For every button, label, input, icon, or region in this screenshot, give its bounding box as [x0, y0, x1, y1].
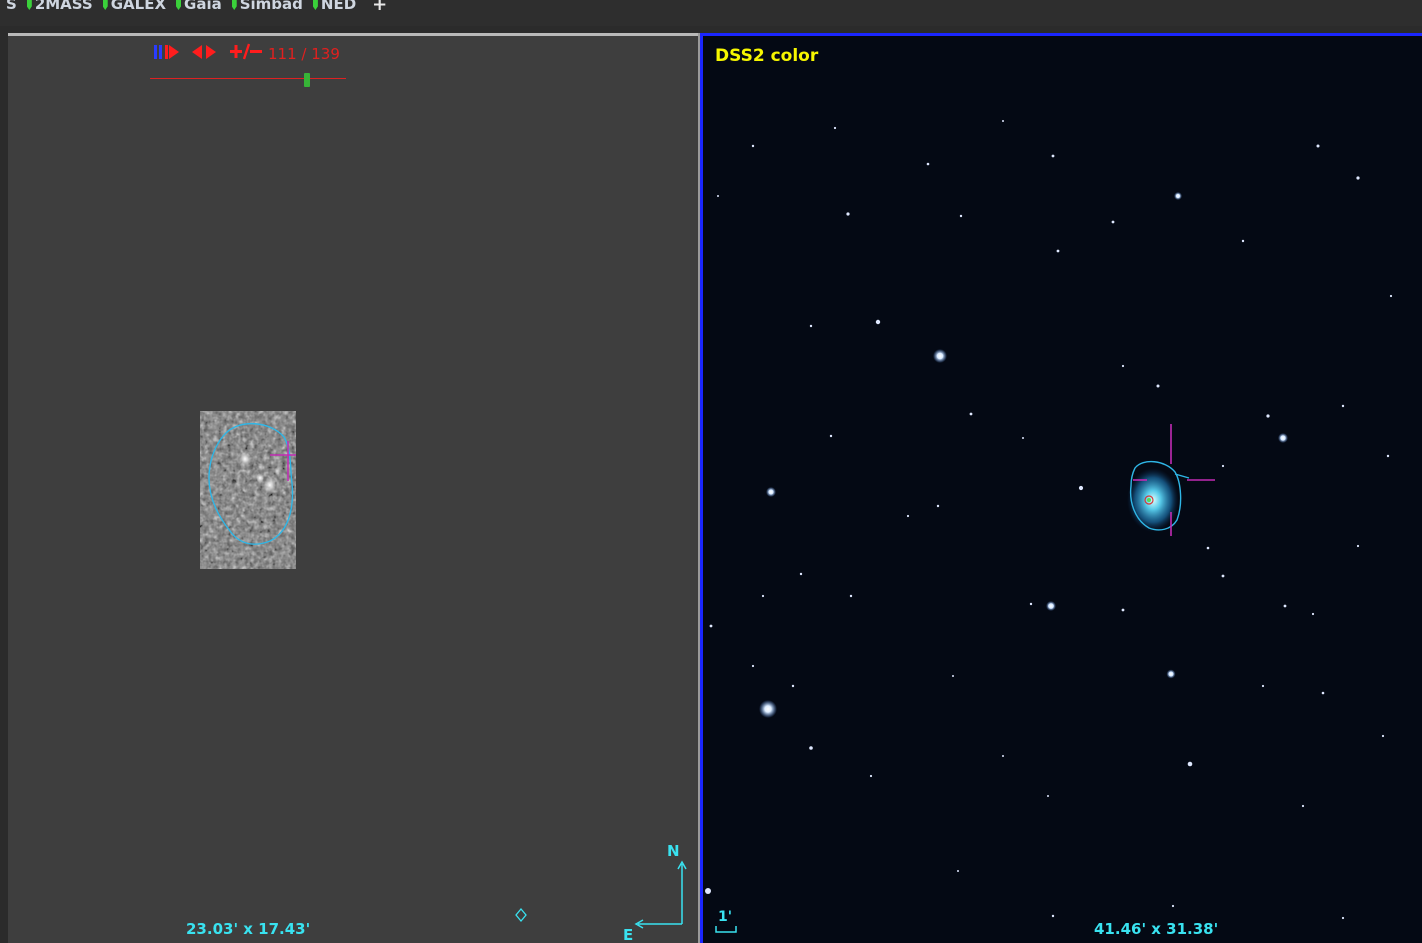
compass-east-label: E [623, 926, 634, 943]
compass-icon [634, 860, 687, 929]
toolbar-item-label: 2MASS [34, 0, 93, 13]
survey-label: DSS2 color [715, 46, 819, 66]
reticle-icon [270, 441, 296, 481]
target-galaxy [1127, 461, 1190, 532]
frame-counter: 111 / 139 [268, 45, 340, 63]
toolbar-item-label: Gaia [184, 0, 222, 13]
flag-icon [231, 0, 237, 10]
toolbar-item-s[interactable]: S [6, 0, 17, 14]
toolbar-item-label: NED [320, 0, 357, 13]
fov-label: 41.46' x 31.38' [1094, 920, 1219, 938]
toolbar-item-simbad[interactable]: Simbad [231, 0, 303, 14]
fov-label: 23.03' x 17.43' [186, 920, 311, 938]
reticle-icon [1133, 424, 1215, 536]
right-image-view[interactable]: DSS2 color 1' 41.46' x 31.38' [700, 33, 1422, 943]
toolbar-item-label: GALEX [110, 0, 167, 13]
view-divider[interactable] [698, 33, 700, 943]
toolbar-item-label: Simbad [239, 0, 303, 13]
flag-icon [102, 0, 108, 10]
scale-bar-icon [715, 926, 737, 933]
survey-toolbar: S 2MASS GALEX Gaia Simbad NED + [0, 0, 1422, 26]
sky-image [703, 36, 1422, 943]
flag-icon [312, 0, 318, 10]
toolbar-item-galex[interactable]: GALEX [102, 0, 167, 14]
flag-icon [176, 0, 182, 10]
speed-icon[interactable] [230, 43, 262, 61]
cutout-image [200, 411, 296, 569]
pause-icon[interactable] [154, 44, 162, 60]
toolbar-item-label: S [6, 0, 17, 13]
frame-total: 139 [311, 45, 340, 63]
left-image-view[interactable]: 111 / 139 [8, 36, 698, 943]
toolbar-item-gaia[interactable]: Gaia [176, 0, 222, 14]
prev-next-icon[interactable] [192, 44, 216, 60]
frame-separator: / [296, 45, 312, 63]
contour-line [208, 422, 294, 545]
bright-stars [759, 192, 1288, 718]
toolbar-item-2mass[interactable]: 2MASS [26, 0, 93, 14]
frame-current: 111 [268, 45, 297, 63]
scale-label: 1' [718, 909, 733, 925]
toolbar-item-ned[interactable]: NED [312, 0, 357, 14]
compass-north-label: N [667, 842, 680, 860]
step-forward-icon[interactable] [165, 44, 179, 60]
frame-slider-track[interactable] [150, 78, 346, 79]
cube-player: 111 / 139 [150, 40, 350, 94]
flag-icon [26, 0, 32, 10]
contour-line [1129, 461, 1190, 531]
view-separator [8, 33, 698, 36]
add-survey-button[interactable]: + [372, 0, 388, 15]
frame-slider-handle[interactable] [303, 73, 310, 87]
diamond-marker-icon [515, 908, 527, 922]
